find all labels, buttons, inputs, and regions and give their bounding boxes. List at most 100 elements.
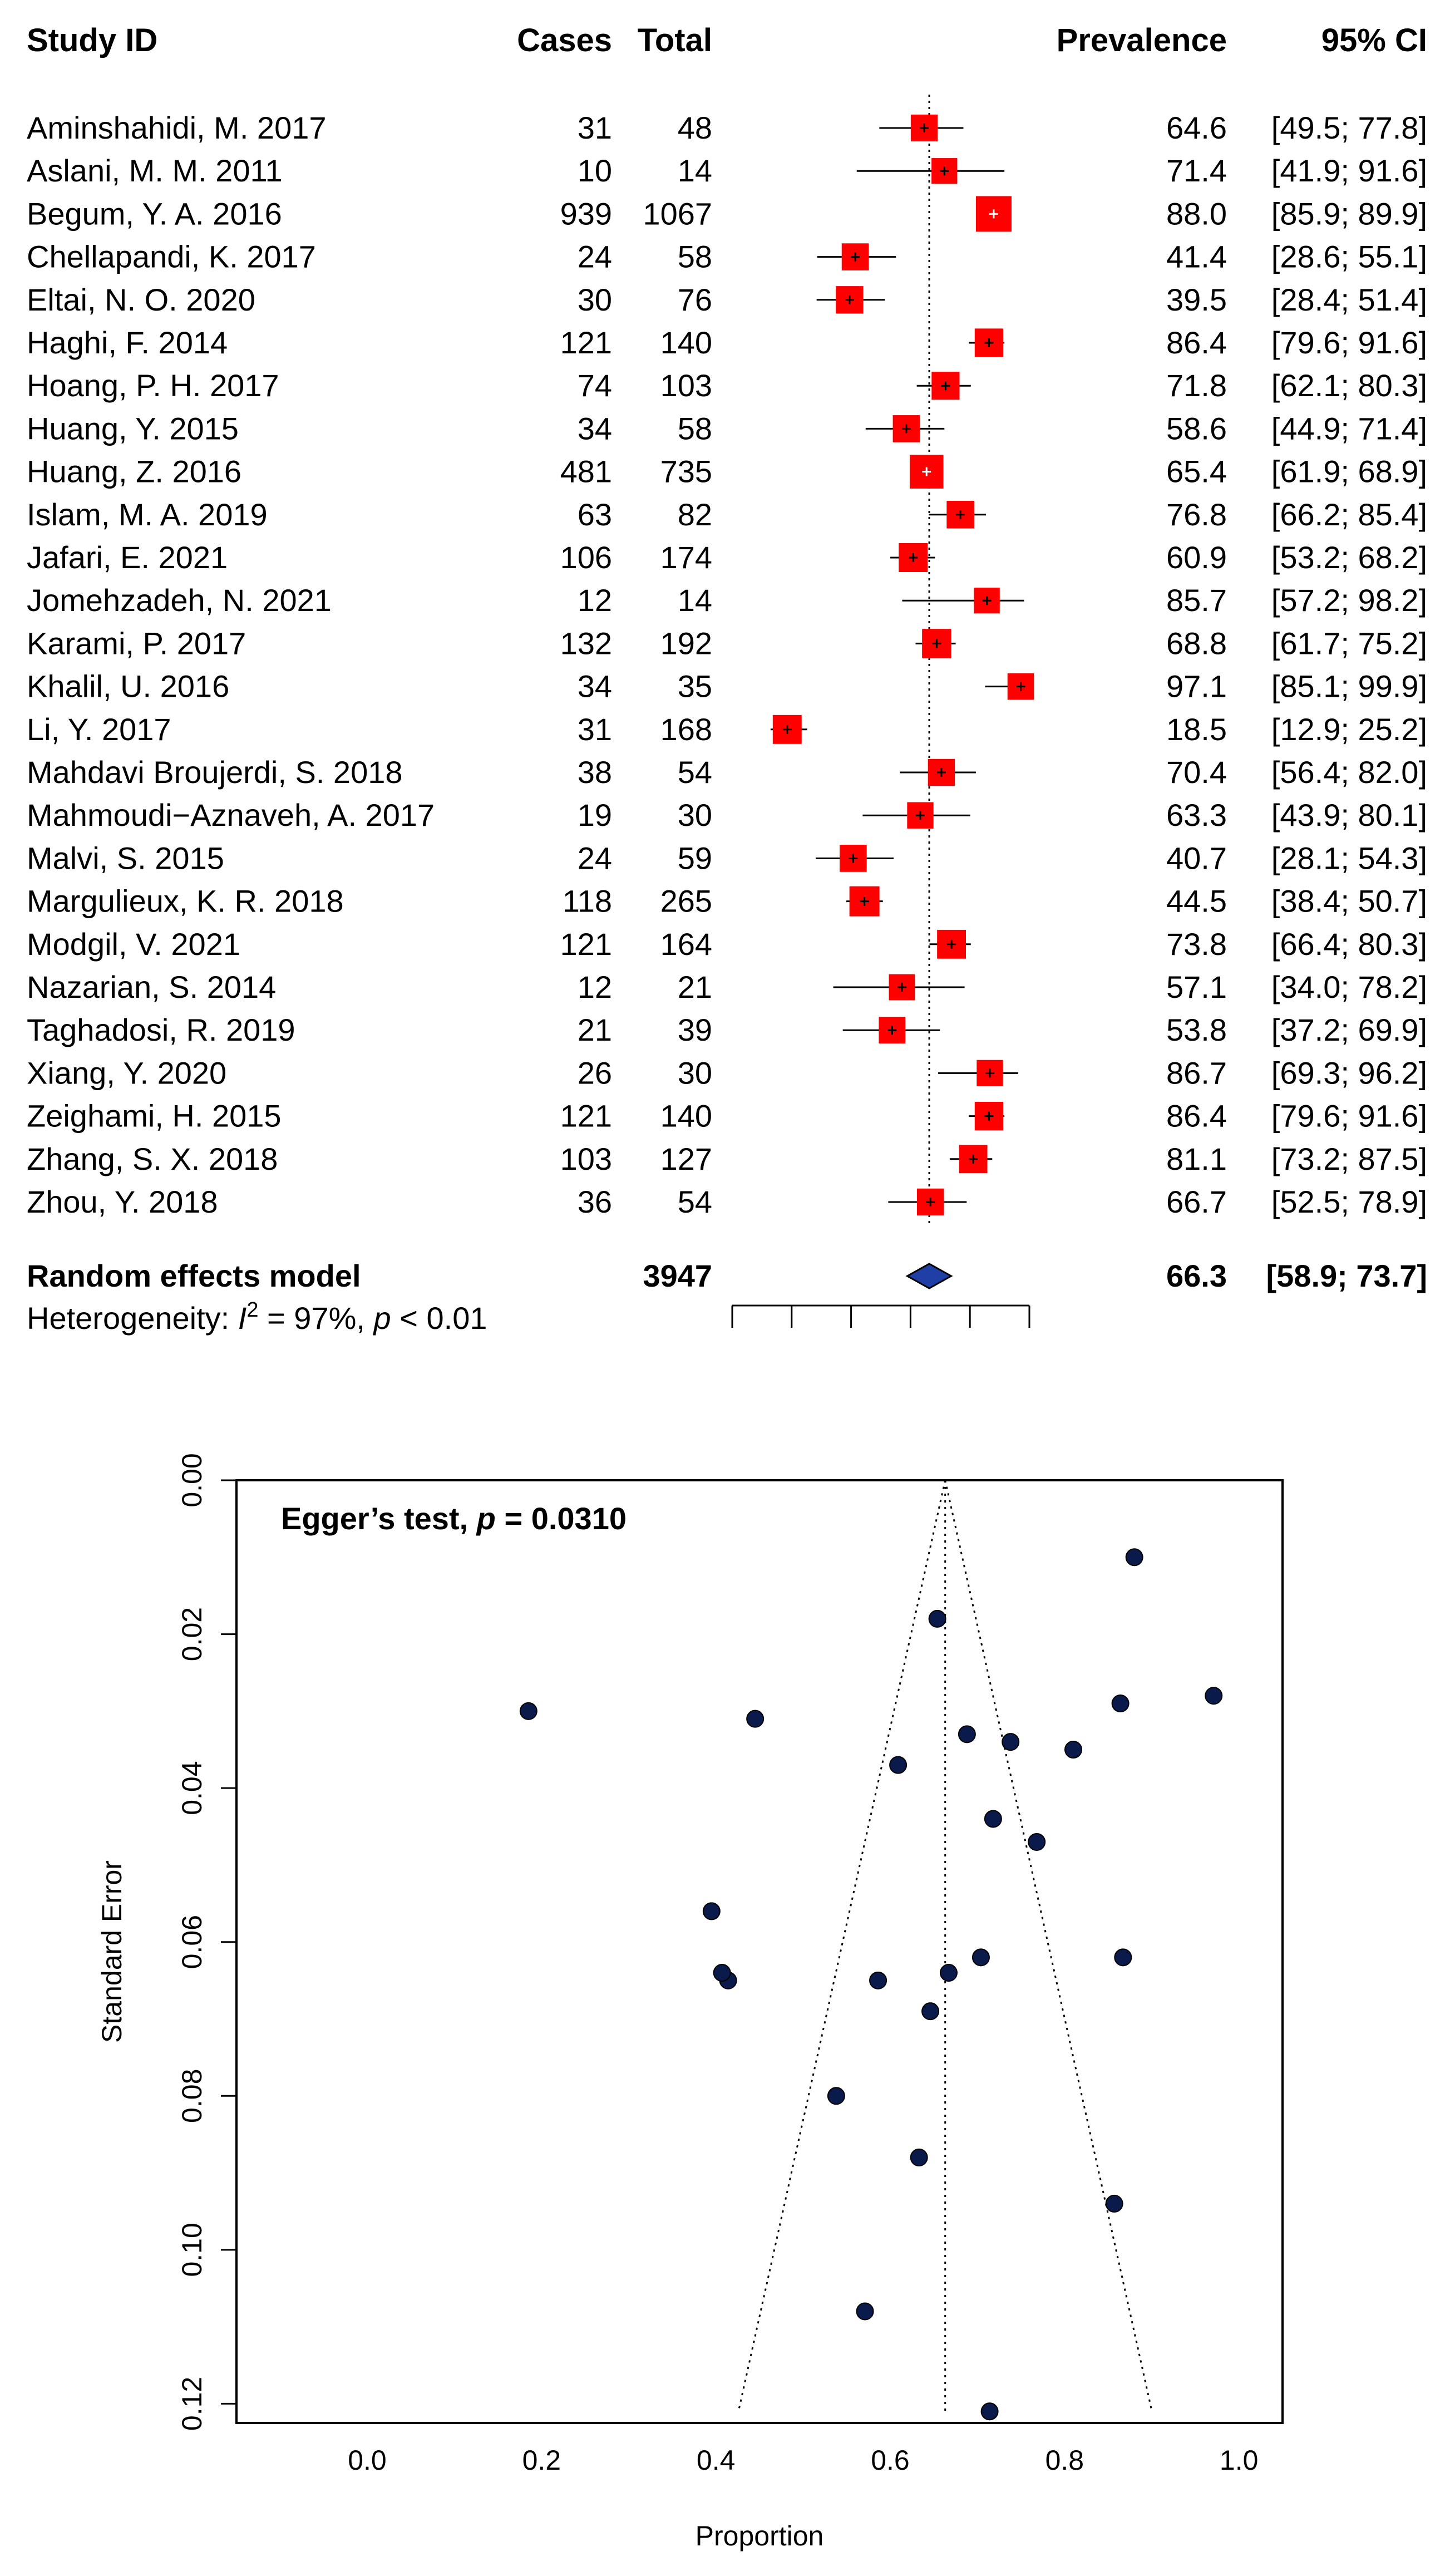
funnel-point	[746, 1710, 765, 1728]
forest-row: Zhang, S. X. 2018 103 127 81.1 [73.2; 87.5]	[27, 1141, 1427, 1176]
funnel-y-tick-label: 0.08	[176, 2069, 208, 2123]
estimate-value: 81.1	[1166, 1141, 1227, 1176]
funnel-point	[1205, 1687, 1223, 1705]
funnel-point	[1125, 1548, 1143, 1567]
funnel-plot: 0.0 0.2 0.4 0.6 0.8 1.0 0.00 0.02 0.04 0.06 0.08 0…	[0, 1402, 1445, 2573]
estimate-value: 39.5	[1166, 282, 1227, 317]
funnel-y-tick-label: 0.10	[176, 2223, 208, 2277]
cases-value: 12	[578, 583, 612, 618]
forest-row: Margulieux, K. R. 2018 118 265 44.5 [38.4; 5…	[27, 884, 1427, 919]
study-label: Xiang, Y. 2020	[27, 1055, 226, 1090]
cases-value: 10	[578, 153, 612, 188]
ci-value: [61.9; 68.9]	[1271, 454, 1427, 489]
study-label: Mahmoudi−Aznaveh, A. 2017	[27, 797, 435, 833]
ci-value: [28.1; 54.3]	[1271, 840, 1427, 875]
ci-value: [57.2; 98.2]	[1271, 583, 1427, 618]
ci-value: [79.6; 91.6]	[1271, 1099, 1427, 1134]
cases-value: 106	[560, 540, 612, 575]
forest-row: Li, Y. 2017 31 168 18.5 [12.9; 25.2]	[27, 712, 1427, 747]
funnel-point	[984, 1810, 1002, 1828]
forest-row: Taghadosi, R. 2019 21 39 53.8 [37.2; 69.9]	[27, 1012, 1427, 1047]
header-cases: Cases	[517, 22, 612, 58]
total-value: 14	[678, 153, 712, 188]
funnel-point	[1002, 1733, 1020, 1751]
study-label: Modgil, V. 2021	[27, 927, 240, 962]
funnel-point	[1105, 2194, 1123, 2213]
estimate-value: 86.4	[1166, 1099, 1227, 1134]
cases-value: 939	[560, 196, 612, 231]
study-label: Zhang, S. X. 2018	[27, 1141, 278, 1176]
cases-value: 34	[578, 411, 612, 446]
ci-value: [85.1; 99.9]	[1271, 669, 1427, 704]
ci-value: [69.3; 96.2]	[1271, 1055, 1427, 1090]
forest-axis-tick-label: 40	[834, 1343, 868, 1347]
funnel-y-tick-label: 0.00	[176, 1453, 208, 1507]
total-value: 76	[678, 282, 712, 317]
cases-value: 481	[560, 454, 612, 489]
estimate-value: 70.4	[1166, 755, 1227, 790]
forest-axis-tick-label: 100	[1003, 1343, 1055, 1347]
cases-value: 31	[578, 712, 612, 747]
forest-row: Begum, Y. A. 2016 939 1067 88.0 [85.9; 89.9]	[27, 196, 1427, 232]
study-label: Jafari, E. 2021	[27, 540, 228, 575]
funnel-x-tick-label: 0.4	[697, 2445, 736, 2476]
study-label: Aminshahidi, M. 2017	[27, 110, 327, 145]
estimate-value: 73.8	[1166, 927, 1227, 962]
estimate-value: 57.1	[1166, 969, 1227, 1004]
study-label: Jomehzadeh, N. 2021	[27, 583, 332, 618]
funnel-point	[1028, 1833, 1046, 1851]
forest-row: Chellapandi, K. 2017 24 58 41.4 [28.6; 55.1]	[27, 239, 1427, 274]
funnel-point	[1114, 1948, 1132, 1967]
funnel-point	[519, 1702, 537, 1720]
total-value: 30	[678, 797, 712, 833]
estimate-value: 64.6	[1166, 110, 1227, 145]
funnel-point	[921, 2002, 940, 2021]
estimate-value: 76.8	[1166, 497, 1227, 532]
ci-value: [44.9; 71.4]	[1271, 411, 1427, 446]
funnel-x-tick-label: 0.2	[522, 2445, 561, 2476]
forest-row: Haghi, F. 2014 121 140 86.4 [79.6; 91.6]	[27, 325, 1427, 360]
cases-value: 118	[563, 884, 612, 919]
forest-row: Jafari, E. 2021 106 174 60.9 [53.2; 68.2]	[27, 540, 1427, 575]
total-value: 82	[678, 497, 712, 532]
total-value: 14	[678, 583, 712, 618]
forest-row: Eltai, N. O. 2020 30 76 39.5 [28.4; 51.4]	[27, 282, 1427, 317]
forest-row: Xiang, Y. 2020 26 30 86.7 [69.3; 96.2]	[27, 1055, 1427, 1090]
funnel-plot-frame	[235, 1479, 1284, 2424]
forest-row: Zeighami, H. 2015 121 140 86.4 [79.6; 91.6]	[27, 1099, 1427, 1134]
forest-row: Hoang, P. H. 2017 74 103 71.8 [62.1; 80.3]	[27, 368, 1427, 403]
ci-value: [61.7; 75.2]	[1271, 625, 1427, 661]
forest-row: Aslani, M. M. 2011 10 14 71.4 [41.9; 91.6]	[27, 153, 1427, 188]
study-label: Hoang, P. H. 2017	[27, 368, 279, 403]
cases-value: 31	[578, 110, 612, 145]
funnel-left-limit	[737, 1480, 946, 2412]
funnel-point	[1064, 1741, 1082, 1759]
header-study-id: Study ID	[27, 22, 157, 58]
estimate-value: 60.9	[1166, 540, 1227, 575]
forest-axis-tick-label: 80	[953, 1343, 987, 1347]
ci-value: [28.4; 51.4]	[1271, 282, 1427, 317]
header-95-ci: 95% CI	[1321, 22, 1427, 58]
forest-row: Mahdavi Broujerdi, S. 2018 38 54 70.4 [56.4;…	[27, 755, 1427, 790]
cases-value: 30	[578, 282, 612, 317]
total-value: 54	[678, 755, 712, 790]
study-label: Li, Y. 2017	[27, 712, 171, 747]
study-label: Margulieux, K. R. 2018	[27, 884, 344, 919]
ci-value: [28.6; 55.1]	[1271, 239, 1427, 274]
study-label: Nazarian, S. 2014	[27, 969, 276, 1004]
total-value: 168	[660, 712, 712, 747]
funnel-point	[958, 1725, 976, 1743]
funnel-y-tick-label: 0.12	[176, 2377, 208, 2431]
funnel-right-limit	[944, 1480, 1153, 2412]
funnel-y-tick-label: 0.04	[176, 1761, 208, 1815]
estimate-value: 86.7	[1166, 1055, 1227, 1090]
ci-value: [43.9; 80.1]	[1271, 797, 1427, 833]
study-label: Mahdavi Broujerdi, S. 2018	[27, 755, 403, 790]
funnel-point	[889, 1756, 908, 1774]
estimate-value: 53.8	[1166, 1012, 1227, 1047]
total-value: 174	[660, 540, 712, 575]
funnel-x-axis: 0.0 0.2 0.4 0.6 0.8 1.0	[348, 2445, 1258, 2476]
study-label: Aslani, M. M. 2011	[27, 153, 283, 188]
funnel-x-tick-label: 0.6	[871, 2445, 910, 2476]
pooled-total: 3947	[643, 1258, 712, 1293]
